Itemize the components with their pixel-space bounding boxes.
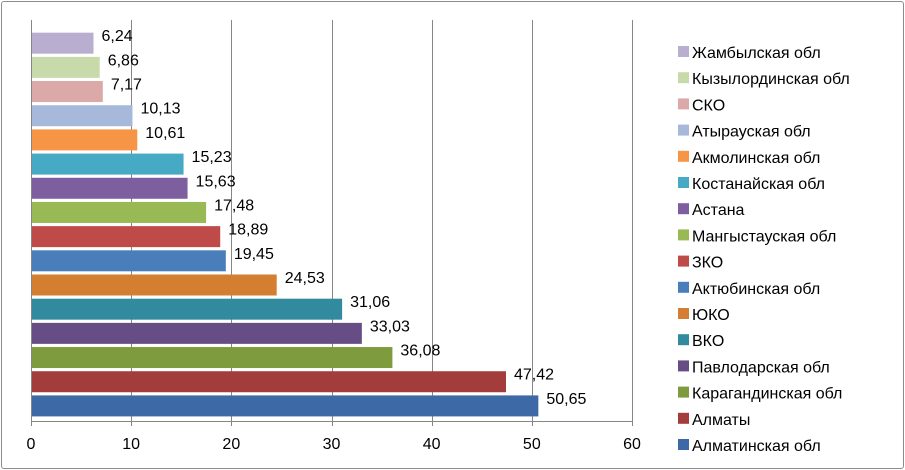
legend-label: Карагандинская обл [692,386,842,403]
legend-label: Кызылординская обл [692,71,850,88]
legend-label: СКО [692,97,725,114]
data-label: 10,61 [145,125,185,142]
x-tick-label: 30 [323,436,341,453]
x-tick-label: 60 [623,436,641,453]
legend-label: Акмолинская обл [692,150,820,167]
data-label: 47,42 [514,367,554,384]
legend-label: ВКО [692,333,724,350]
legend-label: Атырауская обл [692,124,811,141]
x-tick-label: 0 [27,436,36,453]
legend-label: ЮКО [692,307,730,324]
bar [32,250,226,272]
legend-swatch [678,72,689,84]
legend-swatch [678,98,689,110]
bar [32,81,103,103]
bar [32,298,343,320]
data-label: 6,86 [108,52,139,69]
bar [32,395,539,417]
legend: Жамбылская обл Кызылординская обл СКО Атыра… [678,45,850,455]
legend-label: Алматинская обл [692,438,821,455]
axes: 0 10 20 30 40 50 60 [27,20,641,453]
data-label: 17,48 [214,197,254,214]
legend-swatch [678,412,689,424]
data-label: 33,03 [370,318,410,335]
legend-swatch [678,124,689,136]
legend-swatch [678,46,689,57]
legend-label: Жамбылская обл [692,45,821,62]
legend-swatch [678,203,689,215]
legend-swatch [678,177,689,188]
legend-swatch [678,229,689,241]
legend-label: Мангыстауская обл [692,228,836,245]
bar [32,322,362,344]
data-label: 50,65 [546,391,586,408]
legend-swatch [678,439,689,450]
bar [32,32,94,54]
data-label: 15,63 [196,173,236,190]
legend-swatch [678,360,689,372]
data-label: 31,06 [350,294,390,311]
legend-swatch [678,308,689,319]
data-label: 18,89 [228,222,268,239]
data-label: 36,08 [400,343,440,360]
legend-label: Костанайская обл [692,176,825,193]
legend-label: ЗКО [692,255,723,272]
data-label: 19,45 [234,246,274,263]
x-tick-label: 10 [122,436,140,453]
bar [32,177,188,199]
legend-swatch [678,150,689,162]
bar [32,105,133,127]
data-labels: 50,65 47,42 36,08 33,03 31,06 24,53 19,45 18,89… [102,28,587,408]
bar [32,347,393,369]
data-label: 10,13 [140,101,180,118]
data-label: 15,23 [192,149,232,166]
data-label: 7,17 [111,77,142,94]
bar [32,371,506,393]
legend-label: Актюбинская обл [692,281,820,298]
legend-label: Алматы [692,412,750,429]
bar [32,153,184,175]
legend-swatch [678,255,689,267]
bar [32,201,207,223]
legend-label: Павлодарская обл [692,359,830,376]
bar [32,56,100,78]
bar [32,226,221,248]
legend-swatch [678,386,689,398]
legend-label: Астана [692,202,745,219]
x-tick-label: 40 [423,436,441,453]
legend-swatch [678,281,689,293]
x-tick-label: 20 [222,436,240,453]
bars [32,32,539,417]
x-tick-label: 50 [523,436,541,453]
bar [32,274,277,296]
data-label: 24,53 [285,270,325,287]
bar [32,129,138,151]
data-label: 6,24 [102,28,133,45]
legend-swatch [678,334,689,346]
